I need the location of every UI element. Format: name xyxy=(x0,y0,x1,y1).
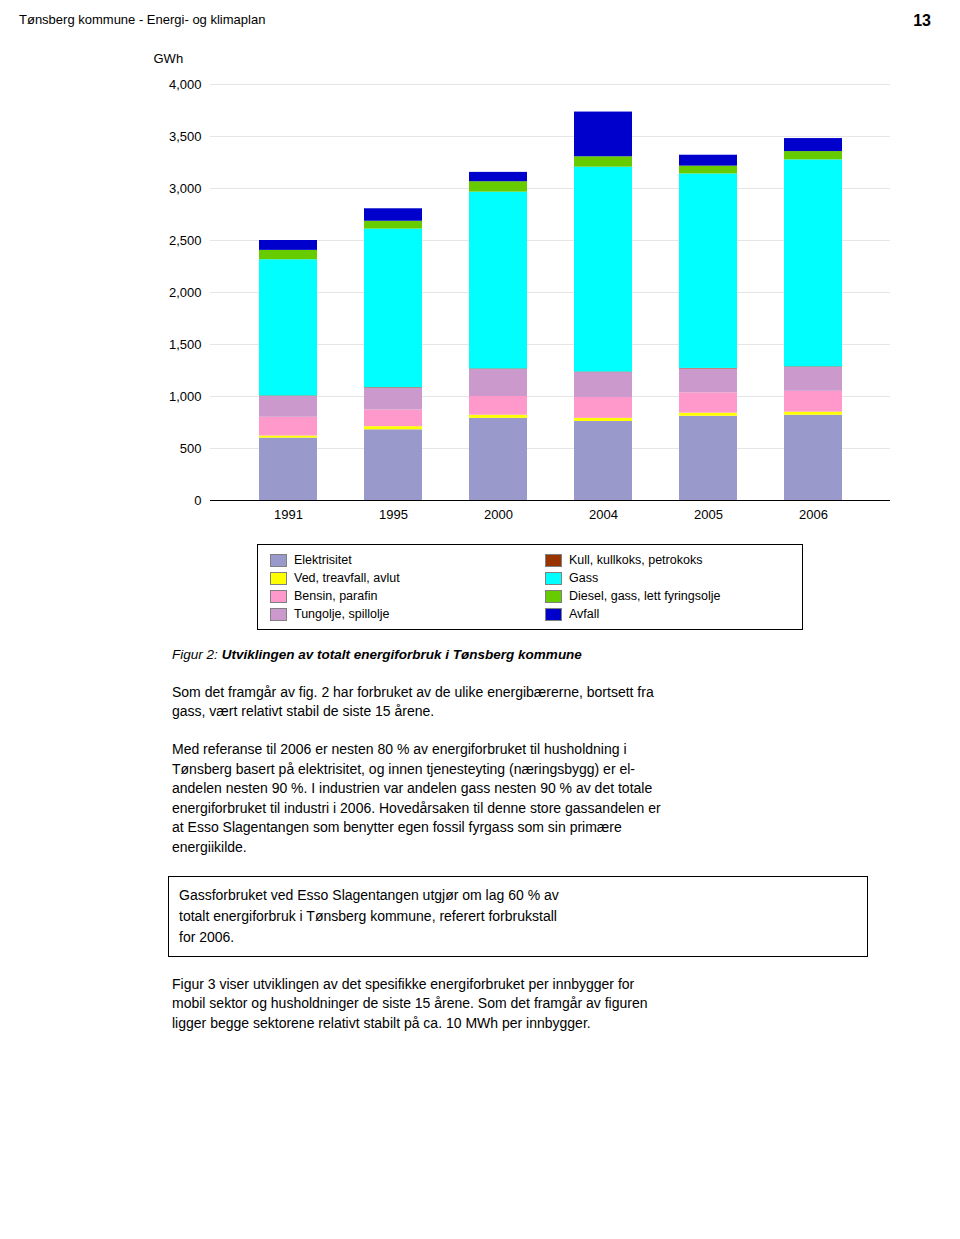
svg-text:0: 0 xyxy=(194,493,201,508)
html-text:Ved, treavfall, avlut: Ved, treavfall, avlut xyxy=(294,571,400,585)
html-text:Gassforbruket ved Esso Slagent: Gassforbruket ved Esso Slagentangen utgj… xyxy=(179,886,559,945)
html-text:13: 13 xyxy=(913,12,931,29)
svg-text:1991: 1991 xyxy=(274,507,303,522)
svg-text:3,500: 3,500 xyxy=(169,129,202,144)
svg-text:3,000: 3,000 xyxy=(169,181,202,196)
svg-text:2006: 2006 xyxy=(799,507,828,522)
svg-text:2,500: 2,500 xyxy=(169,233,202,248)
svg-text:2000: 2000 xyxy=(484,507,513,522)
html-text:Avfall: Avfall xyxy=(569,607,600,621)
html-text:Som det framgår av fig. 2 har: Som det framgår av fig. 2 har forbruket … xyxy=(172,683,654,720)
html-text:Kull, kullkoks, petrokoks: Kull, kullkoks, petrokoks xyxy=(569,553,703,567)
svg-text:1,000: 1,000 xyxy=(169,389,202,404)
html-text:Elektrisitet: Elektrisitet xyxy=(294,553,352,567)
svg-text:GWh: GWh xyxy=(154,51,184,66)
html-text:Figur 3 viser utviklingen av d: Figur 3 viser utviklingen av det spesifi… xyxy=(172,975,648,1031)
svg-text:4,000: 4,000 xyxy=(169,77,202,92)
html-text:Med referanse til 2006 er nest: Med referanse til 2006 er nesten 80 % av… xyxy=(172,741,661,855)
svg-text:2004: 2004 xyxy=(589,507,618,522)
svg-text:500: 500 xyxy=(180,441,202,456)
svg-text:1995: 1995 xyxy=(379,507,408,522)
html-text:Figur 2: Utviklingen av totalt: Figur 2: Utviklingen av totalt energifor… xyxy=(172,647,582,662)
html-text:Diesel, gass, lett fyringsolje: Diesel, gass, lett fyringsolje xyxy=(569,589,721,603)
svg-text:2005: 2005 xyxy=(694,507,723,522)
html-text:Tungolje, spillolje: Tungolje, spillolje xyxy=(294,607,390,621)
html-text:Tønsberg kommune - Energi- og: Tønsberg kommune - Energi- og klimaplan xyxy=(19,12,266,27)
html-text:Gass: Gass xyxy=(569,571,599,585)
svg-text:1,500: 1,500 xyxy=(169,337,202,352)
svg-text:2,000: 2,000 xyxy=(169,285,202,300)
html-text:Bensin, parafin: Bensin, parafin xyxy=(294,589,378,603)
